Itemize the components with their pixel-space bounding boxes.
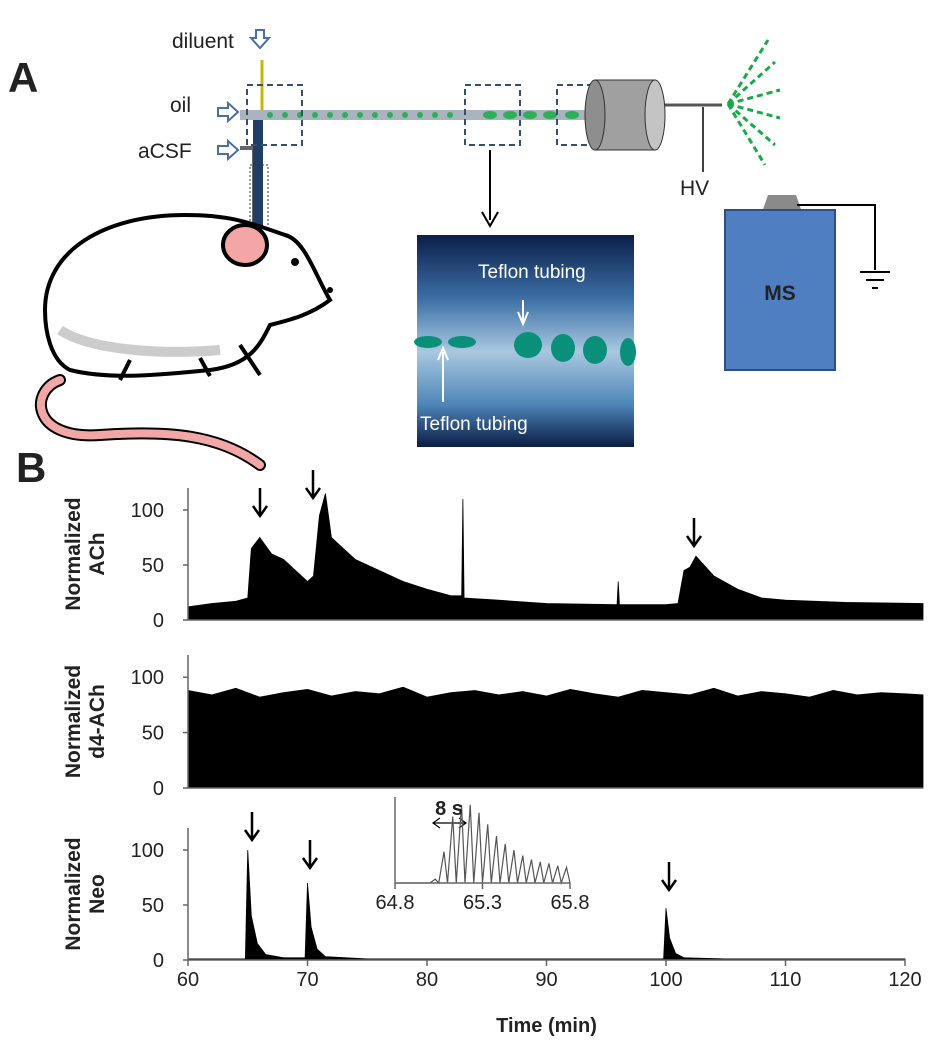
x-tick-label: 65.3 — [463, 892, 502, 914]
y-axis-label: d4-ACh — [86, 684, 109, 759]
y-tick-label: 100 — [131, 667, 164, 689]
x-tick-label: 70 — [296, 969, 318, 991]
trace-area — [187, 493, 924, 621]
droplets — [267, 111, 579, 119]
probe — [253, 120, 263, 230]
y-tick-label: 50 — [142, 723, 164, 745]
trace-line — [395, 804, 571, 886]
x-tick-label: 90 — [535, 969, 557, 991]
photo-droplets — [414, 332, 636, 366]
zoom-arrow — [481, 150, 499, 229]
x-tick-label: 80 — [416, 969, 438, 991]
inlet-arrows — [217, 29, 272, 162]
x-tick-label: 120 — [888, 969, 921, 991]
y-tick-label: 50 — [142, 895, 164, 917]
tubing — [240, 110, 590, 120]
y-axis-label: Normalized — [62, 837, 85, 950]
panel-label: B — [16, 444, 46, 491]
acsf-label: aCSF — [138, 140, 192, 163]
spray — [726, 39, 781, 166]
x-tick-label: 100 — [649, 969, 682, 991]
hv-label: HV — [680, 177, 709, 200]
y-tick-label: 0 — [153, 610, 164, 632]
ms-box — [724, 209, 836, 371]
x-tick-label: 110 — [770, 969, 802, 991]
photo-label: Teflon tubing — [478, 262, 586, 283]
y-tick-label: 0 — [153, 778, 164, 800]
ms-label: MS — [764, 282, 796, 305]
ms-inlet — [762, 195, 802, 212]
peak-arrows — [243, 470, 703, 893]
mouse — [35, 212, 333, 471]
ion-source — [584, 79, 722, 151]
ground — [797, 204, 890, 289]
x-tick-label: 65.8 — [551, 892, 590, 914]
y-tick-label: 100 — [131, 500, 164, 522]
y-axis-label: Neo — [86, 874, 109, 914]
x-axis-label: Time (min) — [496, 1015, 597, 1037]
y-tick-label: 0 — [153, 950, 164, 972]
photo-arrows — [437, 300, 529, 402]
trace-area — [187, 686, 924, 789]
x-tick-label: 60 — [177, 969, 199, 991]
x-tick-label: 64.8 — [376, 892, 415, 914]
y-axis-label: Normalized — [62, 665, 85, 778]
panel-label: A — [8, 54, 38, 101]
y-tick-label: 50 — [142, 555, 164, 577]
y-axis-label: Normalized — [62, 497, 85, 610]
trace-area — [187, 849, 906, 961]
annotation: 8 s — [435, 798, 463, 820]
y-tick-label: 100 — [131, 840, 164, 862]
photo-label: Teflon tubing — [420, 414, 528, 435]
acsf-tube — [240, 146, 256, 228]
y-axis-label: ACh — [86, 532, 109, 575]
diluent-label: diluent — [172, 30, 234, 53]
oil-label: oil — [170, 94, 191, 117]
